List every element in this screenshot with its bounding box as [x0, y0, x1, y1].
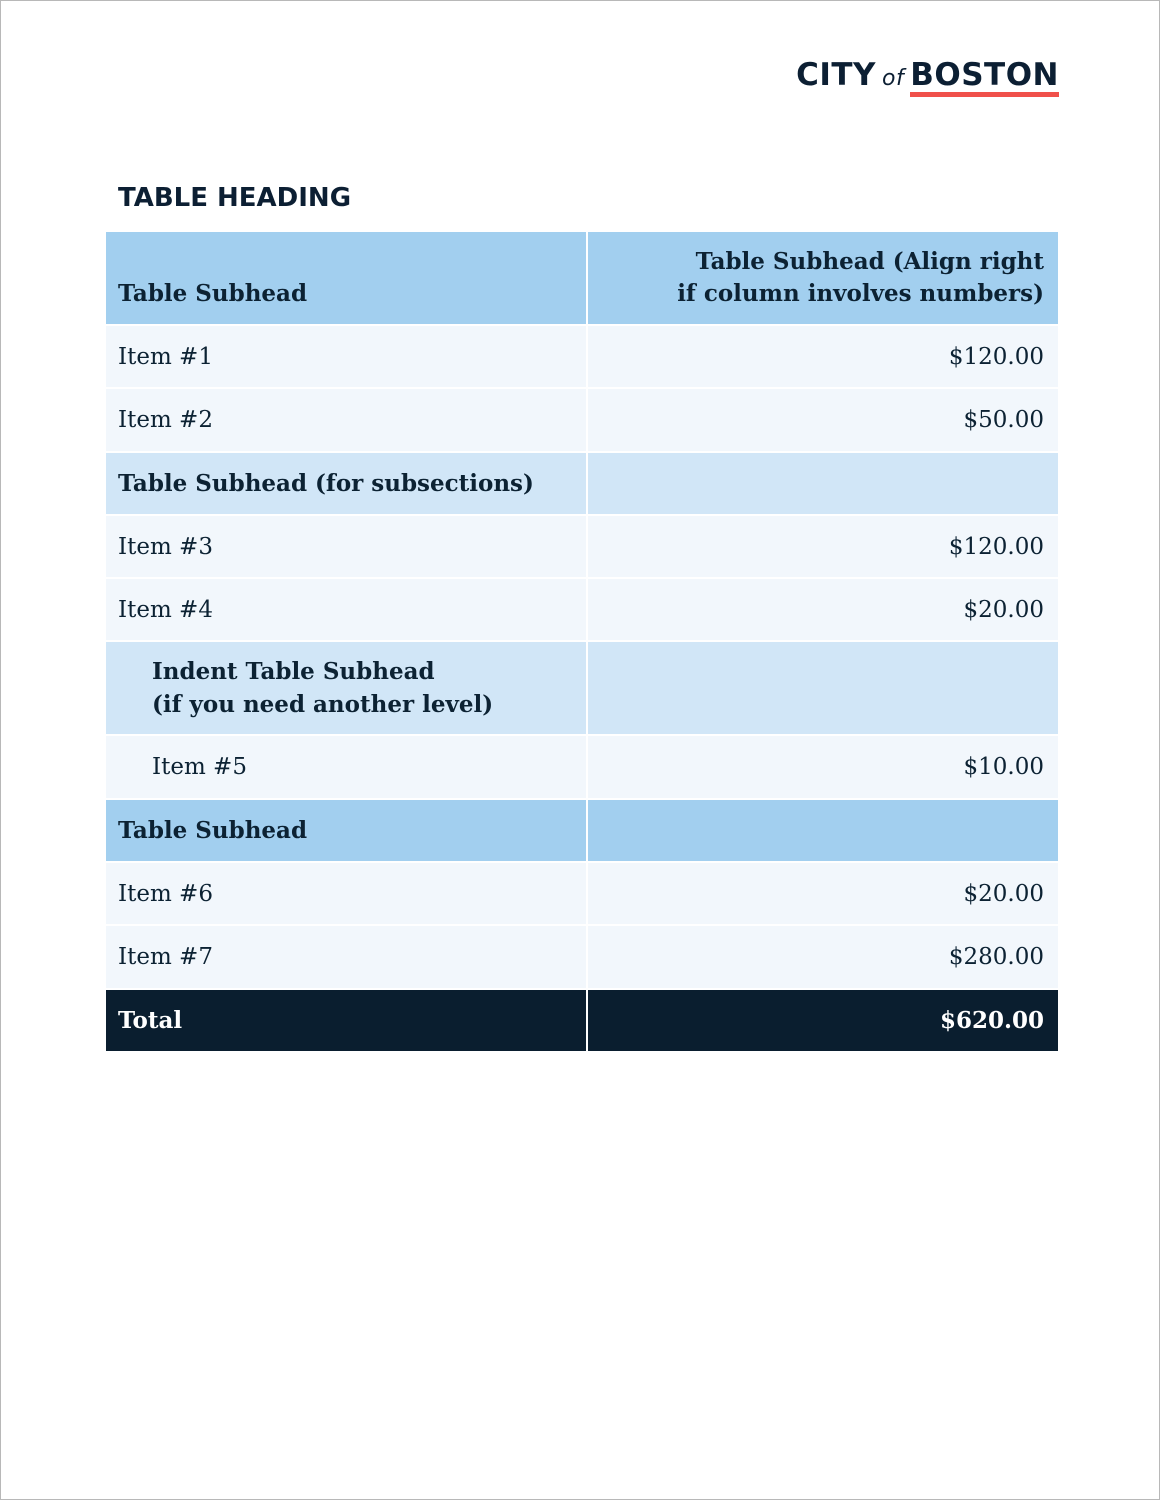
row-value: $10.00	[588, 736, 1058, 798]
row-label: Item #5	[106, 736, 586, 798]
row-label: Item #4	[106, 579, 586, 640]
table-row: Item #4 $20.00	[106, 579, 1058, 640]
table-row: Item #2 $50.00	[106, 389, 1058, 451]
indent-subsection-row: Indent Table Subhead (if you need another…	[106, 642, 1058, 734]
subsection-label: Table Subhead (for subsections)	[106, 453, 586, 514]
row-value: $120.00	[588, 326, 1058, 387]
row-value: $50.00	[588, 389, 1058, 451]
indent-subhead-line2: (if you need another level)	[152, 691, 494, 718]
header-col2-line1: Table Subhead (Align right	[695, 248, 1044, 275]
row-value: $20.00	[588, 579, 1058, 640]
row-value: $280.00	[588, 926, 1058, 988]
subsection-empty	[588, 642, 1058, 734]
table-row: Item #1 $120.00	[106, 326, 1058, 387]
city-of-boston-logo: CITY of BOSTON	[796, 57, 1059, 97]
row-label: Item #7	[106, 926, 586, 988]
header-col1: Table Subhead	[106, 232, 586, 324]
subsection-label: Table Subhead	[106, 800, 586, 861]
indent-subhead-line1: Indent Table Subhead	[152, 658, 435, 685]
indent-subsection-label: Indent Table Subhead (if you need another…	[106, 642, 586, 734]
row-value: $20.00	[588, 863, 1058, 924]
row-label: Item #2	[106, 389, 586, 451]
total-value: $620.00	[588, 990, 1058, 1051]
subsection-empty	[588, 800, 1058, 861]
total-row: Total $620.00	[106, 990, 1058, 1051]
subsection-row: Table Subhead (for subsections)	[106, 453, 1058, 514]
table-row: Item #3 $120.00	[106, 516, 1058, 577]
row-value: $120.00	[588, 516, 1058, 577]
total-label: Total	[106, 990, 586, 1051]
row-label: Item #3	[106, 516, 586, 577]
logo-of: of	[882, 66, 905, 91]
table-row: Item #7 $280.00	[106, 926, 1058, 988]
table-row: Item #6 $20.00	[106, 863, 1058, 924]
row-label: Item #6	[106, 863, 586, 924]
logo-city: CITY	[796, 57, 877, 93]
data-table: Table Subhead Table Subhead (Align right…	[106, 232, 1058, 1053]
table-row: Item #5 $10.00	[106, 736, 1058, 798]
table-heading: TABLE HEADING	[118, 183, 352, 213]
subsection-row: Table Subhead	[106, 800, 1058, 861]
logo-boston: BOSTON	[910, 58, 1059, 97]
row-label: Item #1	[106, 326, 586, 387]
header-col2-line2: if column involves numbers)	[677, 280, 1044, 307]
subsection-empty	[588, 453, 1058, 514]
header-col2: Table Subhead (Align right if column invo…	[588, 232, 1058, 324]
table-header-row: Table Subhead Table Subhead (Align right…	[106, 232, 1058, 324]
